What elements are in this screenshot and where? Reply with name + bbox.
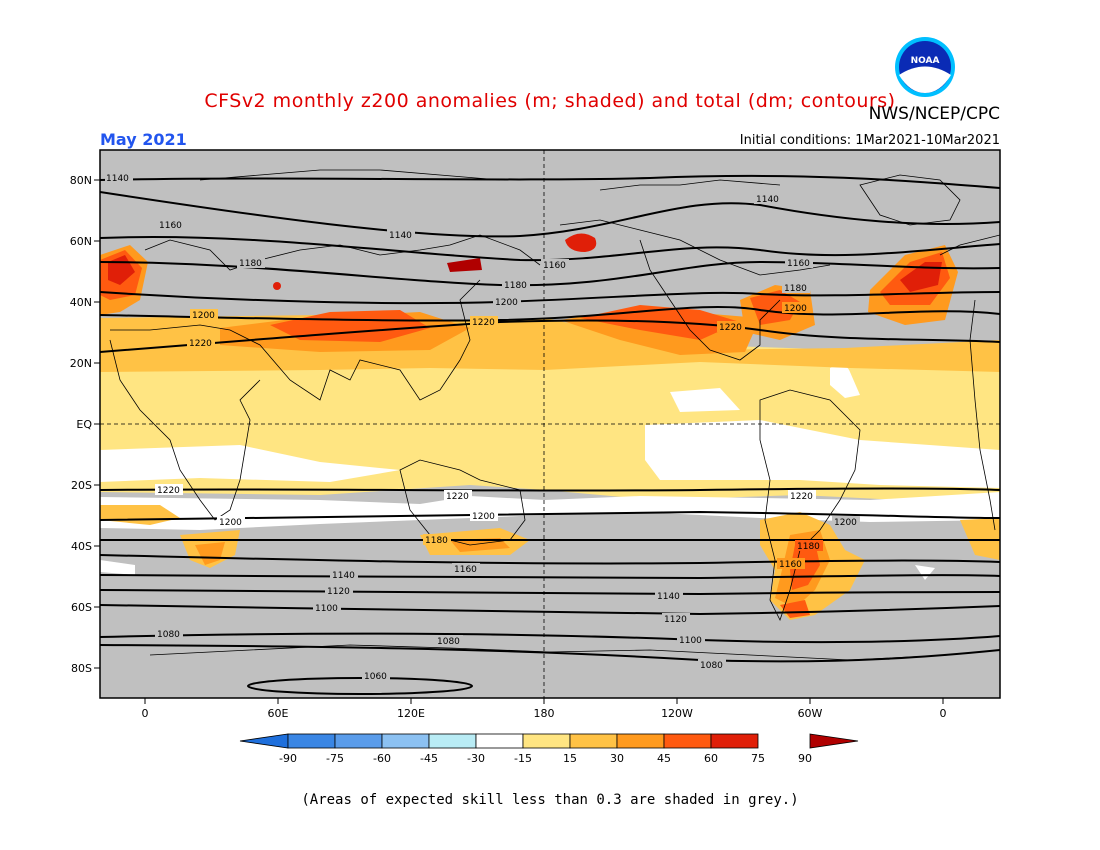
- contour-label: 1120: [327, 587, 350, 597]
- colorbar-swatch: [569, 733, 618, 749]
- contour-labels: 1140 1140 1140 1160 1160 1160 1180 1180 …: [105, 172, 860, 682]
- contour-label: 1220: [719, 323, 742, 333]
- colorbar-label: -60: [373, 752, 391, 765]
- valid-month: May 2021: [100, 130, 187, 149]
- contour-label: 1160: [787, 259, 810, 269]
- lat-label: EQ: [76, 418, 92, 431]
- contour-label: 1220: [472, 318, 495, 328]
- contour-label: 1220: [790, 492, 813, 502]
- colorbar-swatch: [663, 733, 712, 749]
- contour-label: 1080: [700, 661, 723, 671]
- lon-label: 60E: [268, 707, 289, 720]
- contour-label: 1200: [784, 304, 807, 314]
- contour-label: 1200: [495, 298, 518, 308]
- contour-label: 1180: [784, 284, 807, 294]
- contour-label: 1140: [657, 592, 680, 602]
- lat-label: 20S: [71, 479, 92, 492]
- colorbar-swatch: [334, 733, 383, 749]
- contour-label: 1080: [157, 630, 180, 640]
- contour-label: 1180: [425, 536, 448, 546]
- colorbar-label: -30: [467, 752, 485, 765]
- lat-label: 60N: [70, 235, 92, 248]
- lat-label: 20N: [70, 357, 92, 370]
- longitude-axis: 0 60E 120E 180 120W 60W 0: [142, 698, 947, 720]
- lat-label: 40S: [71, 540, 92, 553]
- lon-label: 180: [534, 707, 555, 720]
- contour-label: 1200: [192, 311, 215, 321]
- contour-label: 1180: [239, 259, 262, 269]
- lon-label: 120E: [397, 707, 425, 720]
- lon-label: 0: [142, 707, 149, 720]
- contour-label: 1200: [219, 518, 242, 528]
- colorbar-negative-arrow: [239, 733, 289, 749]
- contour-label: 1060: [364, 672, 387, 682]
- colorbar-positive-arrow: [809, 733, 859, 749]
- contour-label: 1160: [454, 565, 477, 575]
- colorbar-label: 60: [704, 752, 718, 765]
- colorbar-label: 90: [798, 752, 812, 765]
- colorbar-label: 45: [657, 752, 671, 765]
- contour-label: 1220: [157, 486, 180, 496]
- map-title: CFSv2 monthly z200 anomalies (m; shaded)…: [204, 90, 896, 112]
- lat-label: 60S: [71, 601, 92, 614]
- colorbar-label: -90: [279, 752, 297, 765]
- contour-label: 1140: [106, 174, 129, 184]
- map-area: 1140 1140 1140 1160 1160 1160 1180 1180 …: [100, 150, 1000, 698]
- contour-label: 1160: [543, 261, 566, 271]
- colorbar-label: -75: [326, 752, 344, 765]
- contour-label: 1180: [504, 281, 527, 291]
- noaa-logo: NOAA: [895, 37, 955, 97]
- lon-label: 60W: [798, 707, 823, 720]
- colorbar-swatch: [381, 733, 430, 749]
- colorbar-label: 75: [751, 752, 765, 765]
- initial-conditions: Initial conditions: 1Mar2021-10Mar2021: [739, 133, 1000, 148]
- colorbar-swatch: [522, 733, 571, 749]
- lon-label: 0: [940, 707, 947, 720]
- contour-label: 1160: [159, 221, 182, 231]
- colorbar-swatch: [475, 733, 524, 749]
- contour-label: 1200: [472, 512, 495, 522]
- colorbar-label: 30: [610, 752, 624, 765]
- noaa-logo-text: NOAA: [911, 56, 940, 66]
- colorbar-swatch: [287, 733, 336, 749]
- colorbar-swatch: [710, 733, 759, 749]
- colorbar-swatch: [616, 733, 665, 749]
- colorbar: -90 -75 -60 -45 -30 -15 15 30 45 60 75 90: [239, 733, 859, 765]
- colorbar-label: 15: [563, 752, 577, 765]
- contour-label: 1080: [437, 637, 460, 647]
- colorbar-label: -45: [420, 752, 438, 765]
- contour-label: 1220: [446, 492, 469, 502]
- lat-label: 80N: [70, 174, 92, 187]
- contour-label: 1160: [779, 560, 802, 570]
- contour-label: 1120: [664, 615, 687, 625]
- colorbar-swatch: [428, 733, 477, 749]
- contour-label: 1100: [679, 636, 702, 646]
- skill-footnote: (Areas of expected skill less than 0.3 a…: [301, 792, 799, 808]
- contour-label: 1180: [797, 542, 820, 552]
- contour-label: 1140: [389, 231, 412, 241]
- colorbar-label: -15: [514, 752, 532, 765]
- contour-label: 1140: [332, 571, 355, 581]
- agency-label: NWS/NCEP/CPC: [868, 104, 1000, 124]
- contour-label: 1100: [315, 604, 338, 614]
- contour-label: 1200: [834, 518, 857, 528]
- contour-label: 1220: [189, 339, 212, 349]
- contour-label: 1140: [756, 195, 779, 205]
- latitude-axis: 80N 60N 40N 20N EQ 20S 40S 60S 80S: [70, 174, 100, 675]
- lat-label: 80S: [71, 662, 92, 675]
- lon-label: 120W: [661, 707, 693, 720]
- lat-label: 40N: [70, 296, 92, 309]
